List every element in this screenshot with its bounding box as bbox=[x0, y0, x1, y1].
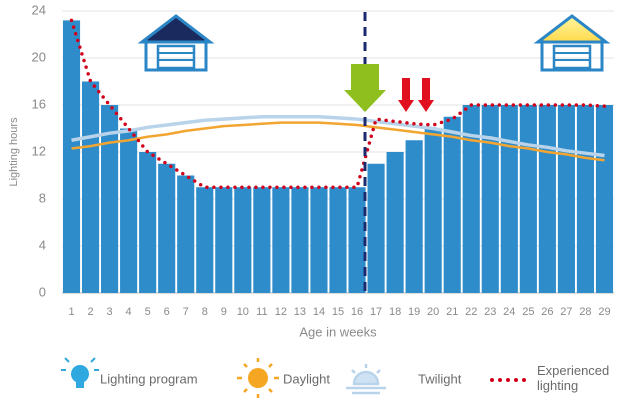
x-tick-label: 25 bbox=[522, 306, 534, 318]
bar bbox=[253, 187, 271, 293]
bar bbox=[519, 105, 537, 293]
x-tick-label: 1 bbox=[68, 306, 74, 318]
x-tick-label: 13 bbox=[294, 306, 306, 318]
x-tick-label: 7 bbox=[183, 306, 189, 318]
x-tick-label: 20 bbox=[427, 306, 439, 318]
x-tick-label: 26 bbox=[541, 306, 553, 318]
bar bbox=[120, 128, 138, 293]
y-tick-label: 16 bbox=[32, 96, 46, 111]
legend-label: Lighting program bbox=[100, 371, 198, 386]
bar bbox=[139, 152, 157, 293]
sun-icon bbox=[237, 358, 279, 398]
line bbox=[71, 115, 605, 158]
bar bbox=[196, 187, 214, 293]
arrow bbox=[418, 78, 434, 112]
x-tick-label: 5 bbox=[145, 306, 151, 318]
bar bbox=[557, 105, 575, 293]
y-axis-title: Lighting hours bbox=[8, 117, 20, 187]
bar bbox=[101, 105, 119, 293]
x-tick-label: 11 bbox=[256, 306, 267, 318]
y-tick-label: 20 bbox=[32, 49, 46, 64]
dotted-line bbox=[69, 18, 607, 189]
x-tick-label: 9 bbox=[221, 306, 227, 318]
x-tick-label: 24 bbox=[503, 306, 515, 318]
x-tick-label: 3 bbox=[107, 306, 113, 318]
x-tick-label: 12 bbox=[275, 306, 287, 318]
bar bbox=[481, 105, 499, 293]
x-tick-label: 14 bbox=[313, 306, 325, 318]
arrow bbox=[344, 64, 386, 112]
y-tick-label: 8 bbox=[39, 190, 46, 205]
x-tick-label: 21 bbox=[446, 306, 458, 318]
bar bbox=[177, 175, 195, 293]
legend-label: Experienced lighting bbox=[537, 363, 610, 393]
bar bbox=[462, 105, 480, 293]
x-axis-title: Age in weeks bbox=[299, 324, 377, 339]
x-tick-label: 8 bbox=[202, 306, 208, 318]
x-tick-label: 22 bbox=[465, 306, 477, 318]
bar bbox=[62, 20, 81, 294]
x-tick-label: 18 bbox=[389, 306, 401, 318]
arrow bbox=[398, 78, 414, 112]
bar bbox=[405, 140, 423, 293]
bar bbox=[329, 187, 347, 293]
bar bbox=[595, 105, 614, 293]
bar bbox=[291, 187, 309, 293]
bar bbox=[443, 116, 461, 293]
legend-label: Twilight bbox=[418, 371, 462, 386]
x-tick-label: 29 bbox=[598, 306, 610, 318]
bar bbox=[272, 187, 290, 293]
bar bbox=[538, 105, 556, 293]
bar bbox=[576, 105, 595, 293]
bar bbox=[367, 163, 385, 293]
x-tick-label: 28 bbox=[579, 306, 591, 318]
x-tick-label: 6 bbox=[164, 306, 170, 318]
line bbox=[71, 121, 605, 162]
bar bbox=[234, 187, 252, 293]
bar bbox=[424, 128, 442, 293]
y-tick-label: 24 bbox=[32, 2, 46, 17]
house-icon bbox=[137, 14, 215, 72]
x-tick-label: 4 bbox=[126, 306, 132, 318]
house-icon bbox=[533, 14, 611, 72]
bulb-icon bbox=[61, 357, 99, 388]
x-tick-label: 27 bbox=[560, 306, 572, 318]
x-tick-label: 23 bbox=[484, 306, 496, 318]
legend-label: Daylight bbox=[283, 371, 330, 386]
bar bbox=[386, 152, 404, 293]
x-tick-label: 17 bbox=[370, 306, 382, 318]
x-tick-label: 15 bbox=[332, 306, 344, 318]
x-tick-label: 10 bbox=[237, 306, 249, 318]
bar bbox=[81, 81, 100, 293]
x-tick-label: 16 bbox=[351, 306, 363, 318]
bar bbox=[310, 187, 328, 293]
y-tick-label: 0 bbox=[39, 284, 46, 299]
bar bbox=[158, 163, 176, 293]
x-tick-label: 19 bbox=[408, 306, 420, 318]
twilight-icon bbox=[346, 364, 386, 395]
x-tick-label: 2 bbox=[87, 306, 93, 318]
bar bbox=[348, 187, 366, 293]
bar bbox=[500, 105, 518, 293]
y-tick-label: 4 bbox=[39, 237, 46, 252]
y-tick-label: 12 bbox=[32, 143, 46, 158]
bar bbox=[215, 187, 233, 293]
